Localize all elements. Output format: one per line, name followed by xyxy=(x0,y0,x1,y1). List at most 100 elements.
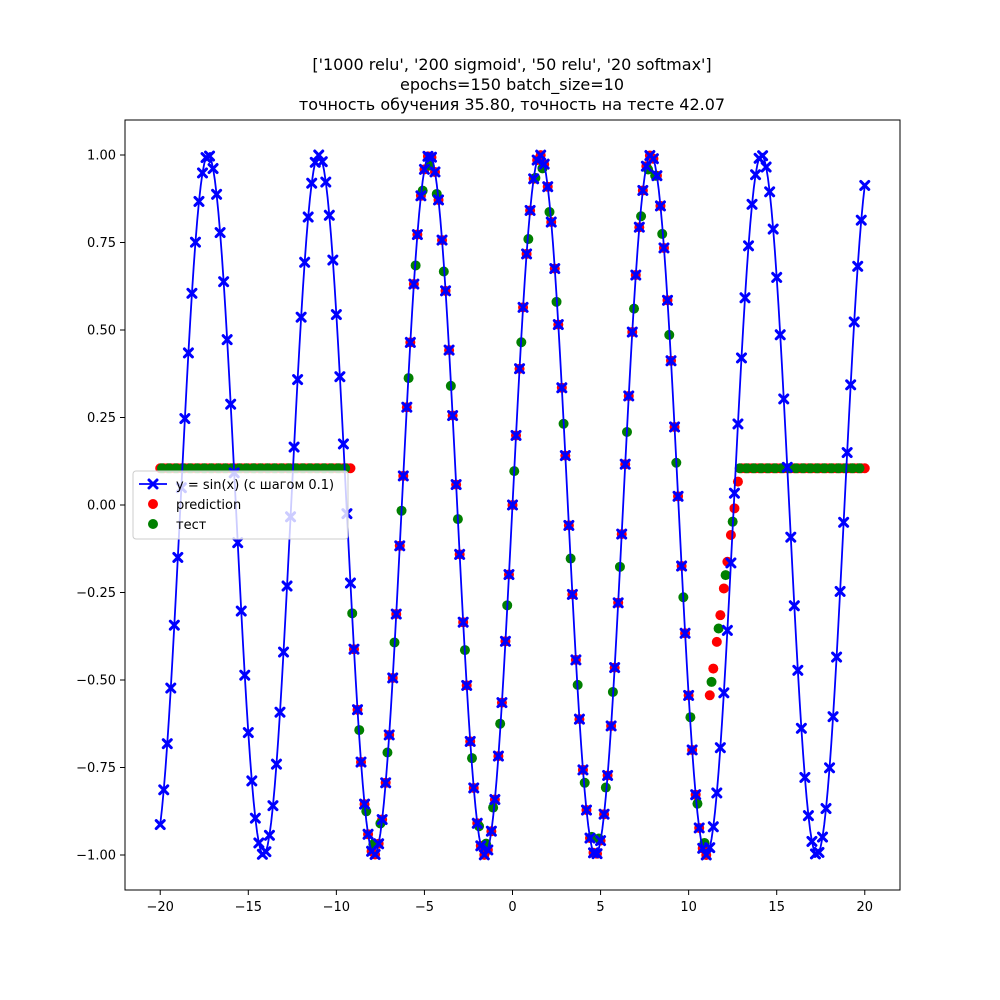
sin-marker xyxy=(795,722,807,734)
sin-marker xyxy=(337,438,349,450)
sin-marker xyxy=(647,153,659,165)
sin-marker xyxy=(278,646,290,658)
sin-marker xyxy=(774,329,786,341)
sin-marker xyxy=(824,762,836,774)
legend-label-sin: y = sin(x) (с шагом 0.1) xyxy=(176,478,334,493)
test-point xyxy=(854,463,865,474)
x-tick-label: −5 xyxy=(415,900,434,915)
sin-marker xyxy=(154,819,166,831)
sin-marker xyxy=(686,744,698,756)
sin-marker xyxy=(204,150,216,162)
sin-marker xyxy=(799,771,811,783)
sin-marker xyxy=(838,516,850,528)
sin-marker xyxy=(683,689,695,701)
sin-marker xyxy=(218,276,230,288)
sin-marker xyxy=(270,758,282,770)
x-tick-label: 20 xyxy=(856,900,873,915)
sin-marker xyxy=(225,398,237,410)
sin-marker xyxy=(802,810,814,822)
sin-marker xyxy=(714,742,726,754)
sin-marker xyxy=(242,727,254,739)
sin-marker xyxy=(380,777,392,789)
sin-marker xyxy=(443,344,455,356)
sin-marker xyxy=(246,775,258,787)
sin-marker xyxy=(510,429,522,441)
x-tick-label: 0 xyxy=(508,900,516,915)
x-tick-label: −10 xyxy=(323,900,350,915)
sin-marker xyxy=(507,499,518,511)
sin-marker xyxy=(700,849,712,861)
sin-marker xyxy=(348,643,360,655)
sin-marker xyxy=(517,301,529,313)
sin-marker xyxy=(757,150,769,162)
sin-marker xyxy=(482,844,494,856)
sin-marker xyxy=(591,848,603,860)
sin-marker xyxy=(626,326,638,338)
test-point xyxy=(805,463,816,474)
sin-marker xyxy=(584,832,596,844)
legend-label-test: тест xyxy=(176,518,207,533)
sin-marker xyxy=(320,176,332,188)
sin-marker xyxy=(197,167,208,179)
sin-marker xyxy=(845,379,857,391)
sin-marker xyxy=(489,794,501,806)
sin-marker xyxy=(387,672,399,684)
sin-marker xyxy=(612,597,624,609)
sin-marker xyxy=(735,352,747,364)
sin-marker xyxy=(373,838,385,850)
sin-marker xyxy=(394,540,406,552)
prediction-point xyxy=(718,583,729,594)
test-point xyxy=(769,463,780,474)
legend: y = sin(x) (с шагом 0.1) prediction тест xyxy=(132,470,349,540)
sin-marker xyxy=(813,846,825,858)
sin-marker xyxy=(362,828,374,840)
sin-marker xyxy=(566,588,578,600)
test-point xyxy=(798,463,809,474)
sin-marker xyxy=(433,194,445,206)
sin-marker xyxy=(415,190,427,202)
sin-marker xyxy=(193,195,205,207)
sin-marker xyxy=(725,557,737,569)
sin-marker xyxy=(817,831,828,843)
sin-marker xyxy=(619,458,631,470)
sin-marker xyxy=(672,490,684,502)
sin-marker xyxy=(186,287,198,299)
sin-marker xyxy=(260,846,272,858)
sin-marker xyxy=(549,263,561,275)
sin-marker xyxy=(475,840,487,852)
sin-marker xyxy=(728,487,740,499)
title-line-1: ['1000 relu', '200 sigmoid', '50 relu', … xyxy=(312,55,711,74)
sin-marker xyxy=(630,269,642,281)
y-tick-label: −1.00 xyxy=(76,849,116,864)
sin-marker xyxy=(292,374,304,386)
sin-marker xyxy=(662,294,673,306)
sin-marker xyxy=(577,764,589,776)
title-line-2: epochs=150 batch_size=10 xyxy=(400,75,624,95)
sin-marker xyxy=(359,798,371,810)
sin-marker xyxy=(211,188,223,200)
sin-marker xyxy=(679,627,691,639)
sin-marker xyxy=(436,234,448,246)
sin-marker xyxy=(429,166,441,178)
y-tick-label: −0.50 xyxy=(76,674,116,689)
sin-marker xyxy=(418,163,430,175)
test-point xyxy=(826,463,837,474)
sin-marker xyxy=(690,789,702,801)
sin-marker xyxy=(764,186,776,198)
sin-marker xyxy=(595,835,607,847)
sin-marker xyxy=(165,682,177,694)
sin-marker xyxy=(503,569,515,581)
test-point xyxy=(488,802,499,813)
sin-marker xyxy=(306,177,318,189)
sin-marker xyxy=(528,173,540,185)
test-point xyxy=(741,463,752,474)
sin-marker xyxy=(616,528,628,540)
sin-marker xyxy=(538,158,550,170)
sin-marker xyxy=(425,151,437,163)
sin-marker xyxy=(651,170,663,182)
sin-marker xyxy=(461,679,473,691)
sin-marker xyxy=(281,580,293,592)
sin-marker xyxy=(323,209,335,221)
test-point xyxy=(713,623,724,634)
sin-marker xyxy=(288,441,300,453)
